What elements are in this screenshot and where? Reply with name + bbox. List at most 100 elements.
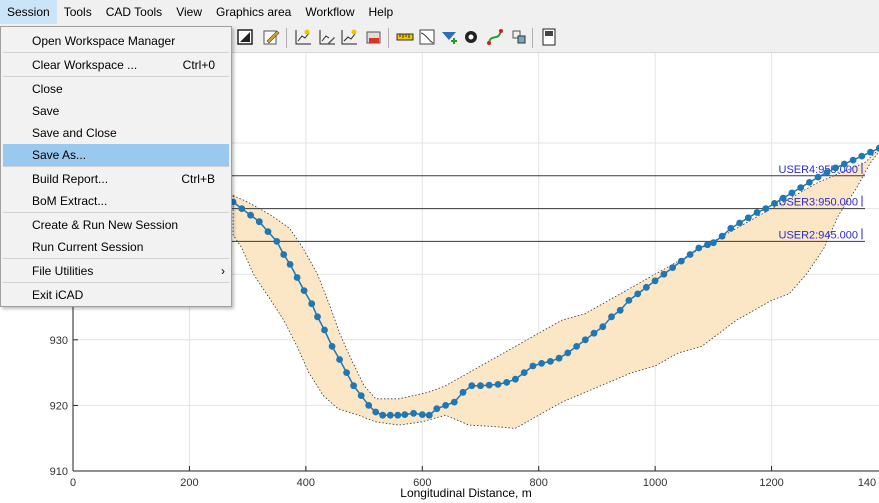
x-tick-label: 1000 — [643, 477, 667, 489]
y-tick-label: 920 — [50, 400, 68, 412]
x-tick-label: 0 — [70, 477, 76, 489]
series-point — [840, 160, 848, 168]
series-point — [247, 211, 255, 219]
menu-item-open-workspace-manager[interactable]: Open Workspace Manager — [3, 30, 229, 52]
settings-gear-icon[interactable] — [462, 28, 480, 46]
series-point — [394, 411, 402, 419]
spline-icon[interactable] — [486, 28, 504, 46]
menu-item-save-and-close[interactable]: Save and Close — [3, 122, 229, 144]
series-point — [875, 144, 879, 152]
series-point — [238, 205, 246, 213]
x-tick-label: 800 — [530, 477, 548, 489]
series-point — [418, 411, 426, 418]
series-point — [753, 209, 761, 216]
series-point — [529, 362, 537, 370]
series-point — [264, 228, 272, 236]
series-point — [849, 156, 857, 164]
series-point — [286, 261, 294, 268]
series-point — [643, 283, 650, 291]
menu-item-run-current-session[interactable]: Run Current Session — [3, 236, 229, 258]
menu-item-label: BoM Extract... — [32, 194, 108, 208]
chart-edit-icon[interactable] — [318, 28, 336, 46]
chart-dxf-icon[interactable] — [364, 28, 382, 46]
series-point — [832, 164, 839, 172]
chart-star-icon[interactable] — [294, 28, 312, 46]
series-point — [372, 408, 380, 416]
menu-item-label: Save and Close — [32, 126, 117, 140]
menu-item-label: Clear Workspace ... — [32, 58, 138, 72]
menu-help[interactable]: Help — [368, 5, 394, 19]
menu-item-label: Save — [32, 104, 60, 118]
series-point — [710, 239, 717, 247]
select-all-icon[interactable] — [236, 28, 254, 46]
menu-view[interactable]: View — [176, 5, 202, 19]
profile-icon[interactable] — [418, 28, 436, 46]
transform-icon[interactable] — [510, 28, 528, 46]
menu-cad-tools[interactable]: CAD Tools — [105, 5, 163, 19]
menu-item-bom-extract[interactable]: BoM Extract... — [3, 190, 229, 212]
menu-item-label: Build Report... — [32, 172, 109, 186]
menu-separator — [3, 282, 229, 283]
menu-item-build-report[interactable]: Build Report... Ctrl+B — [3, 168, 229, 190]
series-point — [547, 358, 554, 365]
menu-item-create-run-new-session[interactable]: Create & Run New Session — [3, 214, 229, 236]
series-point — [867, 148, 874, 156]
series-point — [293, 274, 301, 281]
toolbar-separator — [286, 28, 287, 48]
series-point — [608, 313, 615, 321]
menu-item-save[interactable]: Save — [3, 100, 229, 122]
series-point — [410, 409, 417, 417]
menu-item-label: Open Workspace Manager — [32, 34, 176, 48]
menu-item-close[interactable]: Close — [3, 78, 229, 100]
x-axis-label: Longitudinal Distance, m — [400, 486, 531, 500]
menu-separator — [3, 212, 229, 213]
series-point — [695, 244, 703, 252]
series-point — [616, 306, 624, 314]
series-point — [771, 200, 778, 207]
menu-tools[interactable]: Tools — [63, 5, 92, 19]
menu-item-file-utilities[interactable]: File Utilities › — [3, 260, 229, 282]
profile-series — [229, 144, 879, 419]
series-point — [379, 411, 387, 419]
series-point — [433, 405, 441, 413]
series-point — [823, 169, 831, 176]
menu-bar: Session Tools CAD Tools View Graphics area Wo… — [0, 0, 879, 24]
series-point — [386, 411, 394, 419]
menu-session[interactable]: Session — [0, 0, 57, 24]
chart-star2-icon[interactable] — [340, 28, 358, 46]
menu-separator — [3, 52, 229, 53]
menu-item-clear-workspace[interactable]: Clear Workspace ... Ctrl+0 — [3, 54, 229, 76]
series-point — [494, 381, 502, 388]
menu-item-label: File Utilities — [32, 264, 94, 278]
series-point — [314, 313, 321, 321]
y-tick-label: 910 — [50, 466, 68, 478]
series-point — [343, 369, 350, 376]
edit-icon[interactable] — [262, 28, 280, 46]
series-point — [425, 411, 433, 419]
series-point — [459, 388, 467, 396]
series-point — [564, 349, 572, 357]
menu-item-save-as[interactable]: Save As... — [3, 144, 229, 166]
series-point — [280, 251, 288, 258]
menu-item-exit-icad[interactable]: Exit iCAD — [3, 284, 229, 306]
series-point — [581, 336, 589, 344]
properties-icon[interactable] — [540, 28, 558, 46]
series-point — [669, 264, 676, 271]
series-point — [573, 343, 580, 350]
reference-line-label: USER3:950.000 — [779, 197, 859, 209]
series-point — [677, 257, 685, 265]
series-point — [520, 369, 528, 376]
series-point — [762, 205, 770, 213]
menu-graphics-area[interactable]: Graphics area — [215, 5, 292, 19]
series-point — [503, 379, 511, 386]
menu-workflow[interactable]: Workflow — [305, 5, 355, 19]
ruler-icon[interactable] — [396, 28, 414, 46]
series-point — [686, 251, 694, 258]
series-point — [538, 360, 545, 367]
series-point — [858, 152, 866, 160]
series-point — [727, 224, 735, 232]
add-layer-icon[interactable] — [440, 28, 458, 46]
series-point — [273, 238, 281, 245]
series-point — [365, 402, 373, 409]
series-point — [779, 194, 787, 202]
